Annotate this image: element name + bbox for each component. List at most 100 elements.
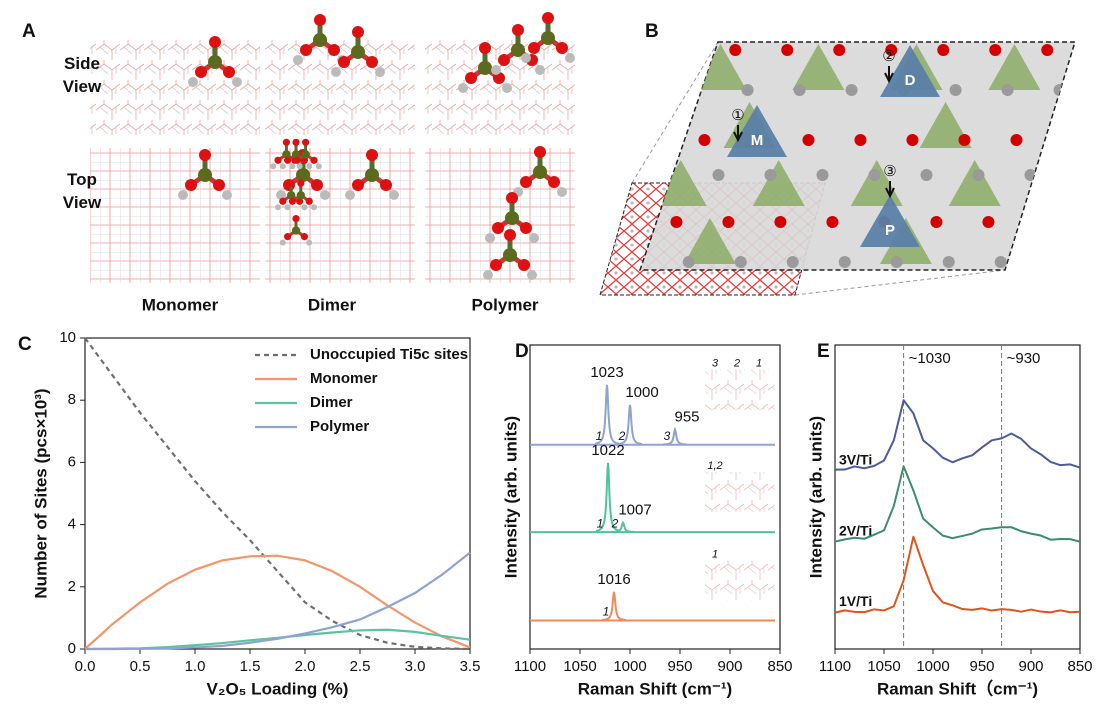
y-axis-label: Number of Sites (pcs×10³) [31,388,50,598]
substrate-wireframe [425,40,575,135]
figure: A Monomer Dimer Polymer B M①D②P③C0.00.51… [0,0,1101,709]
panel-label: A [22,21,36,42]
y-tick-label: 10 [59,329,76,346]
oxygen-site [1086,216,1098,228]
oxygen-site [1034,216,1046,228]
legend-label: Dimer [310,394,353,411]
oxygen-site [698,134,710,146]
x-tick-label: 1100 [514,658,546,675]
ti-site [713,169,725,181]
mode-label: 3 [664,429,671,443]
oxygen-site [677,44,689,56]
oxygen-site [930,216,942,228]
ti-site [1025,169,1037,181]
panel-label: C [18,334,32,355]
view-label: Side View [56,52,108,98]
ti-site [995,256,1007,268]
legend-label: Unoccupied Ti5c sites [310,346,468,363]
oxygen-site [729,44,741,56]
reference-label: ~930 [1007,350,1041,367]
oxygen-site [1062,134,1074,146]
ti-site [950,84,962,96]
structure-label: Monomer [142,295,219,314]
x-tick-label: 2.0 [295,658,316,675]
x-tick-label: 1.0 [185,658,206,675]
vanadia-site [1047,160,1099,206]
oxygen-site [670,216,682,228]
ti-site [683,256,695,268]
zoom-guide [795,270,1005,295]
peak-label: 955 [674,409,699,426]
x-tick-label: 2.5 [350,658,371,675]
ti-site [921,169,933,181]
inset-mode-label: 2 [733,358,740,370]
ti-site [765,169,777,181]
ti-site [869,169,881,181]
oxygen-site [1010,134,1022,146]
series-line [85,338,470,649]
x-tick-label: 850 [767,658,792,675]
x-tick-label: 1000 [916,658,949,675]
inset-mode-label: 1 [712,548,718,560]
ti-site [846,84,858,96]
ti-site [787,256,799,268]
site-label: M [751,132,764,149]
ti-site [943,256,955,268]
panel-label: B [645,21,659,42]
x-axis-label: Raman Shift (cm⁻¹) [578,679,732,698]
inset-wireframe [705,370,775,410]
y-axis-label: Intensity (arb. units) [501,416,520,578]
x-tick-label: 3.0 [405,658,426,675]
plot-frame [85,338,470,649]
substrate-wireframe [90,40,260,135]
peak-label: 1000 [625,384,658,401]
peak-label: 1007 [618,502,651,519]
view-label: Top View [56,168,108,214]
ti-site [1002,84,1014,96]
ti-site [1077,169,1089,181]
x-axis-label: V₂O₅ Loading (%) [207,679,349,698]
x-tick-label: 1000 [613,658,646,675]
panel-label: D [515,341,529,362]
x-tick-label: 950 [667,658,692,675]
x-tick-label: 3.5 [460,658,481,675]
x-tick-label: 1100 [819,658,851,675]
x-tick-label: 900 [717,658,742,675]
figure-canvas: A Monomer Dimer Polymer B M①D②P③C0.00.51… [0,0,1101,709]
structure-label: Polymer [471,295,538,314]
inset-mode-label: 3 [712,358,719,370]
x-tick-label: 0.5 [130,658,151,675]
x-tick-label: 950 [969,658,994,675]
legend-label: Monomer [310,370,378,387]
ti-site [1047,256,1059,268]
inset-mode-label: 1 [756,358,762,370]
site-label: P [885,222,895,239]
ti-site [735,256,747,268]
series-label: 2V/Ti [839,522,872,538]
panel-label: E [817,341,830,362]
vanadia-site [1086,44,1101,90]
oxygen-site [906,134,918,146]
x-tick-label: 1050 [867,658,900,675]
mode-label: 1 [603,605,610,619]
peak-label: 1023 [590,364,623,381]
site-label: D [905,72,916,89]
ti-site [891,256,903,268]
x-tick-label: 900 [1018,658,1043,675]
oxygen-site [1041,44,1053,56]
reference-label: ~1030 [909,350,951,367]
x-tick-label: 1050 [563,658,596,675]
ti-site [839,256,851,268]
substrate-wireframe [265,40,415,135]
y-tick-label: 8 [68,391,76,408]
x-tick-label: 1.5 [240,658,261,675]
oxygen-site [826,216,838,228]
oxygen-site [1093,44,1101,56]
vanadia-site [596,44,648,90]
legend-label: Polymer [310,418,369,435]
mode-label: 1 [597,516,604,530]
ti-site [973,169,985,181]
structure-label: Dimer [308,295,357,314]
oxygen-site [722,216,734,228]
substrate-wireframe [265,148,415,283]
